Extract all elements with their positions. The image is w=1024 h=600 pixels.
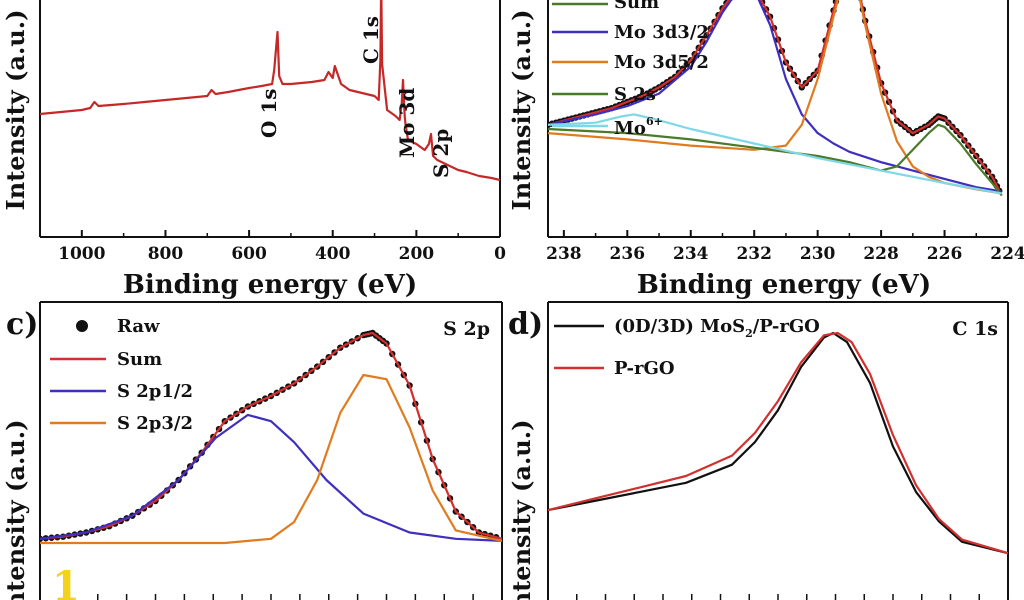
- panel-d-label: d): [508, 307, 543, 342]
- legend-c-raw: Raw: [117, 316, 160, 337]
- legend-b-mo6-sup: 6+: [646, 115, 663, 128]
- panel-b-x-tick-label: 236: [610, 244, 646, 264]
- panel-c: c) Raw Sum S 2p1/2 S 2p3/2 S 2p Intensit…: [1, 301, 503, 600]
- panel-a-y-axis-label: Intensity (a.u.): [1, 10, 30, 211]
- panel-a-series: [40, 0, 500, 182]
- panel-a-x-tick-label: 200: [399, 244, 435, 264]
- panel-a-x-tick-label: 400: [315, 244, 351, 264]
- panel-a-series-0-line: [40, 0, 500, 182]
- panel-b-sum-line: [548, 0, 1003, 197]
- panel-b-s-2s-line: [548, 123, 1003, 197]
- legend-c-s2p12: S 2p1/2: [117, 381, 193, 402]
- panel-c-s-2p1-2-line: [40, 413, 502, 542]
- panel-b-x-tick-label: 232: [736, 244, 772, 264]
- panel-a-x-tick-label: 1000: [58, 244, 105, 264]
- legend-d-mos2-suffix: /P-rGO: [753, 316, 820, 337]
- panel-b-x-tick-label: 224: [990, 244, 1024, 264]
- panel-a: 1000 800 600 400 200 0 Binding energy (eV) In…: [1, 0, 506, 300]
- panel-c-s-2p3-2-line: [40, 373, 502, 545]
- panel-d-corner-label: C 1s: [952, 318, 998, 340]
- panel-d-p-rgo-line: [548, 331, 1008, 555]
- panel-d-0d-3d-mos2-p-rgo-line: [548, 331, 1008, 555]
- legend-b-mo6: Mo6+: [614, 115, 663, 139]
- panel-c-x-ticks: [39, 594, 503, 600]
- legend-d-mos2-sub: 2: [745, 327, 753, 340]
- legend-d-mos2-prefix: (0D/3D) MoS: [614, 316, 745, 337]
- peak-label-mo3d: Mo 3d: [395, 88, 419, 158]
- panel-b-x-tick-label: 234: [673, 244, 709, 264]
- legend-b-s2s: S 2s: [614, 84, 656, 105]
- peak-label-c1s: C 1s: [359, 16, 383, 64]
- legend-b-mo3d32: Mo 3d3/2: [614, 22, 709, 43]
- panel-b-mo-3d5-2-line: [548, 0, 1002, 195]
- legend-c-s2p32: S 2p3/2: [117, 413, 193, 434]
- panel-c-y-axis-label: Intensity (a.u.): [1, 420, 30, 600]
- legend-d-prgo: P-rGO: [614, 358, 675, 379]
- panel-d-x-ticks: [547, 594, 1009, 600]
- legend-c-raw-marker: [76, 320, 88, 332]
- panel-d-y-axis-label: Intensity (a.u.): [507, 420, 536, 600]
- panel-d: d) (0D/3D) MoS2/P-rGO P-rGO C 1s Intensi…: [507, 301, 1009, 600]
- panel-b-legend: Sum Mo 3d3/2 Mo 3d5/2 S 2s Mo6+: [552, 0, 709, 139]
- panel-a-x-tick-label: 800: [148, 244, 184, 264]
- panel-b-y-axis-label: Intensity (a.u.): [507, 10, 536, 211]
- panel-a-x-ticks: 1000 800 600 400 200 0: [58, 230, 506, 264]
- legend-c-sum: Sum: [117, 349, 162, 370]
- panel-b-x-ticks: 238 236 234 232 230 228 226 224: [546, 230, 1024, 264]
- peak-label-s2p: S 2p: [429, 129, 453, 178]
- panel-b-mo-3d3-2-line: [548, 0, 1002, 193]
- panel-b-series: [548, 0, 1003, 197]
- panel-b-x-tick-label: 226: [927, 244, 963, 264]
- legend-b-mo3d52: Mo 3d5/2: [614, 52, 709, 73]
- legend-d-mos2: (0D/3D) MoS2/P-rGO: [614, 316, 820, 340]
- panel-b: 238 236 234 232 230 228 226 224 Sum Mo 3d3/2 Mo…: [507, 0, 1024, 300]
- panel-b-mo6-line: [548, 113, 1002, 195]
- panel-b-x-tick-label: 238: [546, 244, 582, 264]
- panel-c-sum-line: [40, 331, 502, 540]
- panel-b-x-tick-label: 228: [863, 244, 899, 264]
- corner-digit: 1: [52, 563, 80, 600]
- panel-a-x-tick-label: 0: [494, 244, 506, 264]
- panel-c-series: [40, 329, 502, 545]
- panel-c-legend: Raw Sum S 2p1/2 S 2p3/2: [50, 316, 193, 434]
- panel-b-x-tick-label: 230: [800, 244, 836, 264]
- panel-b-x-axis-label: Binding energy (eV): [637, 270, 931, 300]
- legend-b-sum: Sum: [614, 0, 659, 13]
- legend-b-mo6-base: Mo: [614, 118, 646, 139]
- peak-label-o1s: O 1s: [257, 88, 281, 138]
- panel-d-legend: (0D/3D) MoS2/P-rGO P-rGO: [554, 316, 820, 379]
- panel-c-raw-points: [40, 329, 500, 542]
- panel-a-x-tick-label: 600: [231, 244, 267, 264]
- panel-d-series: [548, 331, 1008, 555]
- panel-c-corner-label: S 2p: [443, 318, 490, 340]
- panel-a-x-axis-label: Binding energy (eV): [123, 270, 417, 300]
- panel-c-label: c): [6, 307, 38, 342]
